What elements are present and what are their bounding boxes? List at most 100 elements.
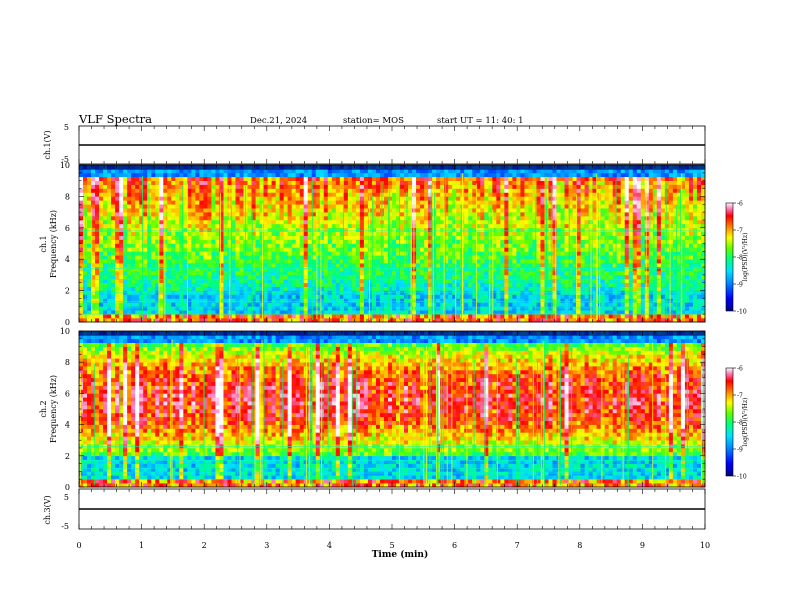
spectrogram-cell [223,172,228,178]
spectrogram-cell [199,204,204,209]
spectrogram-cell [448,196,453,201]
spectrogram-cell [560,282,565,287]
spectrogram-cell [87,180,92,185]
spectrogram-cell [183,278,188,284]
spectrogram-cell [323,263,329,268]
spectrogram-cell [291,227,296,233]
spectrogram-cell [223,247,228,252]
spectrogram-cell [444,274,449,280]
spectrogram-cell [436,247,441,252]
spectrogram-cell [87,318,92,323]
spectrogram-cell [159,286,164,291]
spectrogram-cell [191,235,196,240]
spectrogram-cell [424,259,429,264]
spectrogram-cell [347,270,353,276]
spectrogram-cell [223,267,228,272]
spectrogram-cell [343,251,349,256]
spectrogram-cell [263,318,268,323]
spectrogram-cell [267,286,272,291]
spectrogram-cell [363,255,369,260]
spectrogram-cell [219,216,224,221]
spectrogram-cell [251,231,256,236]
spectrogram-cell [383,286,389,291]
spectrogram-cell [383,298,389,303]
spectrogram-cell [367,314,373,319]
spectrogram-cell [239,263,244,268]
spectrogram-cell [219,310,224,315]
spectrogram-cell [375,227,381,233]
spectrogram-cell [548,259,553,264]
spectrogram-cell [167,172,172,178]
spectrogram-cell [247,172,252,178]
spectrogram-cell [319,290,325,295]
spectrogram-cell [87,200,92,205]
spectrogram-cell [143,176,148,181]
spectrogram-cell [560,184,565,189]
spectrogram-cell [532,172,537,178]
spectrogram-cell [540,255,545,260]
spectrogram-cell [247,168,252,174]
spectrogram-cell [99,176,104,181]
spectrogram-cell [331,282,337,287]
spectrogram-cell [371,270,377,276]
spectrogram-cell [315,306,321,311]
spectrogram-cell [135,227,140,233]
spectrogram-cell [291,219,296,225]
spectrogram-cell [211,278,216,284]
spectrogram-cell [387,310,393,315]
spectrogram-cell [239,302,244,307]
spectrogram-cell [468,184,473,189]
spectrogram-cell [263,172,268,178]
spectrogram-cell [91,176,96,181]
spectrogram-cell [492,212,497,217]
spectrogram-cell [387,176,393,181]
spectrogram-cell [488,290,493,295]
spectrogram-cell [564,219,569,225]
spectrogram-cell [564,212,569,217]
spectrogram-cell [492,247,497,252]
spectrogram-cell [83,204,88,209]
spectrogram-cell [319,184,325,189]
spectrogram-cell [532,278,537,284]
spectrogram-cell [99,318,104,323]
spectrogram-cell [548,231,553,236]
spectrogram-cell [183,219,188,225]
spectrogram-cell [303,219,309,225]
spectrogram-cell [187,282,192,287]
spectrogram-cell [267,192,272,197]
spectrogram-cell [408,239,413,244]
spectrogram-cell [371,255,377,260]
spectrogram-cell [400,302,405,307]
spectrogram-cell [119,247,124,252]
spectrogram-cell [484,286,489,291]
spectrogram-cell [207,294,212,299]
spectrogram-cell [131,247,136,252]
spectrogram-cell [420,188,425,193]
spectrogram-cell [255,247,260,252]
spectrogram-cell [396,200,401,205]
spectrogram-cell [247,298,252,303]
spectrogram-cell [375,231,381,236]
spectrogram-cell [359,227,365,233]
spectrogram-cell [343,239,349,244]
spectrogram-cell [323,184,329,189]
spectrogram-cell [552,314,557,319]
spectrogram-cell [520,314,525,319]
spectrogram-cell [247,286,252,291]
spectrogram-cell [343,223,349,229]
spectrogram-cell [428,231,433,236]
spectrogram-cell [119,188,124,193]
spectrogram-cell [239,270,244,276]
spectrogram-cell [524,227,529,233]
spectrogram-cell [323,290,329,295]
spectrogram-cell [267,208,272,213]
spectrogram-cell [375,286,381,291]
spectrogram-cell [315,200,321,205]
spectrogram-cell [235,200,240,205]
spectrogram-cell [135,282,140,287]
spectrogram-cell [488,306,493,311]
spectrogram-cell [548,267,553,272]
spectrogram-cell [520,172,525,178]
spectrogram-cell [295,172,300,178]
spectrogram-cell [375,188,381,193]
